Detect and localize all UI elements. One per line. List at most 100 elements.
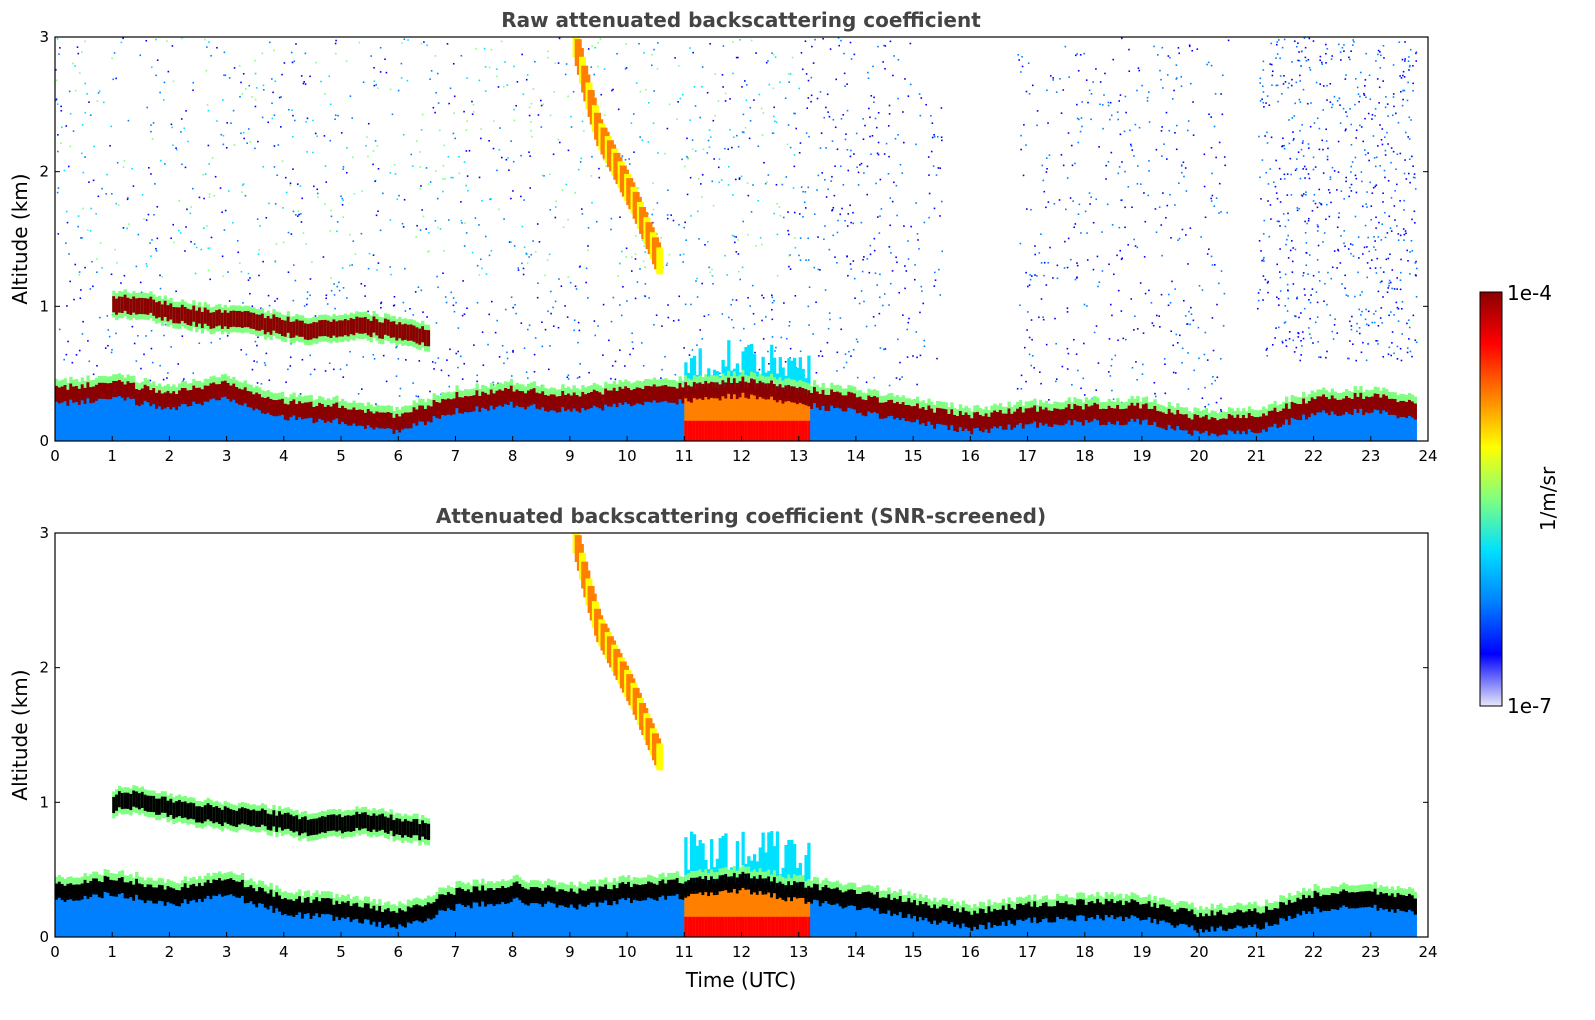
- aerosol-column: [704, 394, 708, 441]
- noise-pixel: [1134, 315, 1136, 318]
- noise-pixel: [1086, 259, 1089, 261]
- noise-pixel: [345, 171, 348, 174]
- noise-pixel: [292, 135, 294, 138]
- cloud-band: [901, 402, 905, 419]
- noise-pixel: [1090, 93, 1093, 95]
- noise-pixel: [686, 137, 688, 140]
- noise-pixel: [256, 344, 258, 347]
- noise-pixel: [1309, 301, 1312, 304]
- noise-pixel: [1046, 89, 1048, 92]
- noise-pixel: [56, 191, 59, 194]
- noise-pixel: [1258, 135, 1260, 138]
- noise-pixel: [401, 222, 404, 225]
- noise-pixel: [737, 56, 739, 59]
- noise-pixel: [512, 160, 515, 163]
- noise-pixel: [632, 113, 635, 115]
- noise-pixel: [340, 195, 342, 197]
- aerosol-column: [841, 408, 845, 441]
- cloud-band: [120, 381, 125, 398]
- noise-pixel: [325, 294, 328, 297]
- aerosol-column: [1159, 424, 1163, 441]
- cloud-band: [229, 385, 233, 402]
- cloud-edge: [938, 401, 943, 409]
- cloud-band: [506, 388, 511, 405]
- noise-pixel: [1389, 253, 1391, 256]
- noise-pixel: [874, 272, 877, 275]
- noise-pixel: [1021, 65, 1024, 68]
- noise-pixel: [683, 226, 685, 229]
- cloud-edge: [904, 398, 908, 405]
- noise-pixel: [656, 68, 659, 70]
- noise-pixel: [1409, 64, 1411, 67]
- noise-pixel: [1291, 78, 1293, 81]
- noise-pixel: [1400, 77, 1403, 79]
- noise-pixel: [1158, 315, 1161, 317]
- noise-pixel: [1174, 288, 1176, 290]
- cloud-edge: [66, 382, 70, 390]
- noise-pixel: [216, 46, 218, 49]
- noise-pixel: [415, 140, 418, 142]
- noise-pixel: [295, 43, 297, 45]
- noise-pixel: [512, 351, 514, 353]
- noise-pixel: [897, 97, 899, 100]
- noise-pixel: [1164, 363, 1166, 366]
- noise-pixel: [1327, 147, 1329, 150]
- aerosol-column: [66, 403, 70, 441]
- noise-pixel: [821, 355, 824, 357]
- cloud-band: [1038, 406, 1043, 423]
- cloud-band: [75, 385, 79, 402]
- noise-pixel: [241, 184, 244, 186]
- noise-pixel: [141, 193, 144, 196]
- noise-pixel: [1399, 288, 1402, 291]
- noise-pixel: [712, 119, 715, 122]
- noise-pixel: [419, 151, 421, 153]
- aerosol-column: [415, 422, 419, 441]
- aerosol-column: [452, 411, 456, 441]
- noise-pixel: [341, 267, 344, 269]
- noise-pixel: [1119, 249, 1122, 252]
- noise-pixel: [113, 52, 116, 54]
- cloud-edge: [715, 375, 720, 383]
- noise-pixel: [930, 114, 932, 117]
- cloud-edge: [389, 405, 393, 413]
- aerosol-column: [1267, 424, 1272, 441]
- noise-pixel: [656, 202, 659, 204]
- aerosol-column: [1087, 419, 1091, 441]
- noise-pixel: [452, 132, 455, 135]
- noise-pixel: [1165, 216, 1167, 219]
- noise-pixel: [409, 307, 411, 310]
- noise-pixel: [496, 169, 498, 172]
- noise-pixel: [664, 152, 666, 155]
- noise-pixel: [684, 165, 686, 168]
- noise-pixel: [127, 119, 130, 122]
- aerosol-column: [189, 403, 193, 441]
- noise-pixel: [56, 103, 59, 105]
- noise-pixel: [333, 294, 336, 296]
- noise-pixel: [855, 132, 858, 135]
- noise-pixel: [349, 233, 351, 236]
- cloud-edge: [833, 385, 837, 392]
- noise-pixel: [1301, 331, 1304, 333]
- noise-pixel: [1285, 345, 1288, 347]
- noise-pixel: [335, 52, 337, 55]
- aerosol-column: [155, 406, 159, 441]
- noise-pixel: [919, 114, 922, 117]
- cloud-edge: [941, 401, 945, 409]
- convective-column: [698, 348, 702, 388]
- noise-pixel: [822, 37, 824, 40]
- cloud-band: [707, 383, 711, 400]
- aerosol-column: [1313, 412, 1317, 441]
- cloud-band: [469, 395, 474, 412]
- noise-pixel: [1197, 326, 1200, 329]
- aerosol-column: [867, 408, 871, 441]
- noise-pixel: [1062, 89, 1065, 91]
- noise-pixel: [1101, 104, 1104, 106]
- aerosol-column: [246, 404, 250, 441]
- noise-pixel: [643, 52, 645, 54]
- noise-pixel: [895, 377, 898, 379]
- noise-pixel: [1302, 168, 1304, 170]
- cloud-band: [1407, 399, 1412, 416]
- noise-pixel: [521, 225, 524, 228]
- noise-pixel: [552, 153, 555, 156]
- noise-pixel: [884, 67, 886, 70]
